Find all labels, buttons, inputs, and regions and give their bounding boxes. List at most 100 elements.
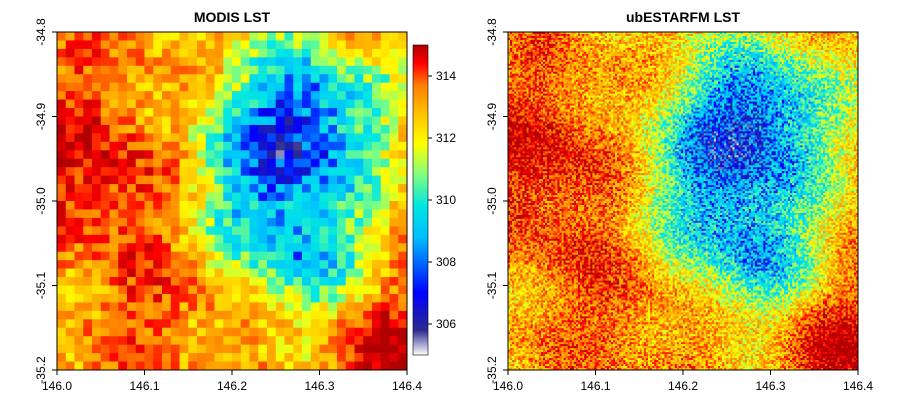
heatmap-cell-modis xyxy=(180,193,189,202)
heatmap-cell-modis xyxy=(311,269,320,278)
heatmap-cell-modis xyxy=(180,91,189,100)
heatmap-cell-ubestarfm xyxy=(716,54,718,56)
heatmap-cell-modis xyxy=(92,108,101,117)
heatmap-cell-ubestarfm xyxy=(745,56,747,58)
heatmap-cell-ubestarfm xyxy=(817,40,819,42)
heatmap-cell-ubestarfm xyxy=(559,40,561,42)
heatmap-cell-ubestarfm xyxy=(825,40,827,42)
heatmap-cell-ubestarfm xyxy=(772,52,774,54)
heatmap-cell-ubestarfm xyxy=(776,58,778,60)
heatmap-cell-ubestarfm xyxy=(664,58,666,60)
heatmap-cell-ubestarfm xyxy=(749,54,751,56)
heatmap-cell-ubestarfm xyxy=(654,40,656,42)
heatmap-cell-ubestarfm xyxy=(634,68,636,70)
heatmap-cell-modis xyxy=(232,345,241,354)
heatmap-cell-modis xyxy=(381,201,390,210)
heatmap-cell-ubestarfm xyxy=(833,66,835,68)
heatmap-cell-ubestarfm xyxy=(687,42,689,44)
heatmap-cell-modis xyxy=(215,91,224,100)
heatmap-cell-modis xyxy=(241,209,250,218)
heatmap-cell-ubestarfm xyxy=(831,64,833,66)
heatmap-cell-modis xyxy=(223,260,232,269)
heatmap-cell-ubestarfm xyxy=(518,38,520,40)
heatmap-cell-ubestarfm xyxy=(642,38,644,40)
heatmap-cell-ubestarfm xyxy=(605,38,607,40)
heatmap-cell-modis xyxy=(285,142,294,151)
heatmap-cell-ubestarfm xyxy=(720,54,722,56)
heatmap-cell-ubestarfm xyxy=(741,42,743,44)
heatmap-cell-ubestarfm xyxy=(512,44,514,46)
heatmap-cell-ubestarfm xyxy=(543,46,545,48)
heatmap-cell-modis xyxy=(232,302,241,311)
heatmap-cell-ubestarfm xyxy=(772,54,774,56)
heatmap-cell-modis xyxy=(101,345,110,354)
heatmap-cell-ubestarfm xyxy=(829,54,831,56)
heatmap-cell-ubestarfm xyxy=(804,38,806,40)
heatmap-cell-modis xyxy=(390,243,399,252)
heatmap-cell-ubestarfm xyxy=(734,54,736,56)
heatmap-cell-ubestarfm xyxy=(842,66,844,68)
heatmap-cell-ubestarfm xyxy=(854,66,856,68)
heatmap-cell-modis xyxy=(162,167,171,176)
heatmap-cell-ubestarfm xyxy=(531,44,533,46)
heatmap-cell-ubestarfm xyxy=(716,46,718,48)
heatmap-cell-ubestarfm xyxy=(695,66,697,68)
heatmap-cell-ubestarfm xyxy=(580,58,582,60)
heatmap-cell-modis xyxy=(267,319,276,328)
heatmap-cell-modis xyxy=(101,193,110,202)
heatmap-cell-modis xyxy=(127,243,136,252)
heatmap-cell-modis xyxy=(145,243,154,252)
heatmap-cell-modis xyxy=(398,125,407,134)
heatmap-cell-ubestarfm xyxy=(807,52,809,54)
heatmap-cell-modis xyxy=(197,108,206,117)
heatmap-cell-ubestarfm xyxy=(704,64,706,66)
heatmap-cell-modis xyxy=(197,302,206,311)
heatmap-cell-ubestarfm xyxy=(570,54,572,56)
heatmap-cell-ubestarfm xyxy=(691,34,693,36)
heatmap-cell-ubestarfm xyxy=(720,56,722,58)
heatmap-cell-modis xyxy=(267,40,276,49)
heatmap-cell-modis xyxy=(285,49,294,58)
heatmap-cell-ubestarfm xyxy=(691,40,693,42)
heatmap-cell-modis xyxy=(57,302,66,311)
heatmap-cell-ubestarfm xyxy=(800,62,802,64)
heatmap-cell-ubestarfm xyxy=(574,50,576,52)
heatmap-cell-modis xyxy=(83,252,92,261)
heatmap-cell-ubestarfm xyxy=(559,46,561,48)
heatmap-cell-ubestarfm xyxy=(714,52,716,54)
heatmap-cell-ubestarfm xyxy=(613,44,615,46)
heatmap-cell-modis xyxy=(75,142,84,151)
heatmap-cell-ubestarfm xyxy=(541,46,543,48)
heatmap-cell-ubestarfm xyxy=(578,42,580,44)
heatmap-cell-ubestarfm xyxy=(545,58,547,60)
heatmap-cell-ubestarfm xyxy=(772,44,774,46)
heatmap-cell-ubestarfm xyxy=(539,42,541,44)
heatmap-cell-ubestarfm xyxy=(599,54,601,56)
heatmap-cell-ubestarfm xyxy=(607,64,609,66)
heatmap-cell-ubestarfm xyxy=(632,46,634,48)
heatmap-cell-ubestarfm xyxy=(673,64,675,66)
heatmap-cell-ubestarfm xyxy=(564,42,566,44)
heatmap-cell-ubestarfm xyxy=(564,54,566,56)
heatmap-cell-ubestarfm xyxy=(617,34,619,36)
heatmap-cell-modis xyxy=(355,226,364,235)
heatmap-cell-ubestarfm xyxy=(720,68,722,70)
heatmap-cell-modis xyxy=(320,49,329,58)
heatmap-cell-ubestarfm xyxy=(669,34,671,36)
heatmap-cell-ubestarfm xyxy=(669,52,671,54)
heatmap-cell-modis xyxy=(197,328,206,337)
heatmap-cell-ubestarfm xyxy=(753,40,755,42)
heatmap-cell-ubestarfm xyxy=(778,44,780,46)
heatmap-cell-ubestarfm xyxy=(533,66,535,68)
heatmap-cell-ubestarfm xyxy=(625,56,627,58)
heatmap-cell-ubestarfm xyxy=(584,52,586,54)
heatmap-cell-ubestarfm xyxy=(632,58,634,60)
heatmap-cell-modis xyxy=(293,294,302,303)
heatmap-cell-ubestarfm xyxy=(570,46,572,48)
heatmap-cell-modis xyxy=(250,277,259,286)
heatmap-cell-ubestarfm xyxy=(580,50,582,52)
heatmap-cell-ubestarfm xyxy=(601,54,603,56)
heatmap-cell-modis xyxy=(355,57,364,66)
heatmap-cell-modis xyxy=(390,159,399,168)
heatmap-cell-modis xyxy=(153,100,162,109)
